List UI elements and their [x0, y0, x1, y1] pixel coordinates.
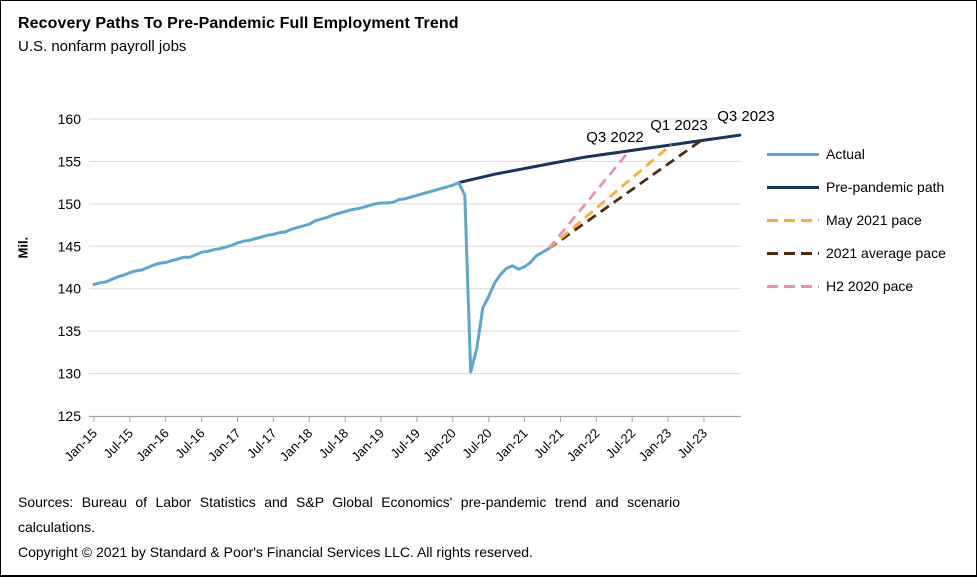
legend-item-2021-average-pace: 2021 average pace — [767, 243, 946, 263]
y-tick-label: 145 — [58, 238, 82, 254]
legend-swatch-pre-pandemic-path — [767, 185, 819, 189]
y-tick-label: 135 — [58, 323, 82, 339]
footer: Sources: Bureau of Labor Statistics and … — [18, 490, 680, 565]
y-tick-label: 155 — [58, 153, 82, 169]
x-tick-label: Jan-15 — [61, 426, 100, 465]
legend-label: May 2021 pace — [826, 212, 922, 228]
x-tick-label: Jul-23 — [674, 426, 710, 462]
legend-item-may-2021-pace: May 2021 pace — [767, 210, 946, 230]
legend-label: 2021 average pace — [826, 245, 946, 261]
x-tick-label: Jan-19 — [348, 426, 387, 465]
legend-label: Actual — [826, 146, 865, 162]
x-tick-label: Jul-17 — [244, 426, 280, 462]
legend-swatch-actual — [767, 152, 819, 156]
legend-item-actual: Actual — [767, 144, 946, 164]
series-line-actual — [92, 181, 550, 374]
x-tick-label: Jan-18 — [277, 426, 316, 465]
series-line-may-2021-pace — [547, 143, 672, 250]
legend-item-h2-2020-pace: H2 2020 pace — [767, 276, 946, 296]
y-tick-label: 130 — [58, 366, 82, 382]
x-tick-label: Jul-16 — [172, 426, 208, 462]
sources-note: Sources: Bureau of Labor Statistics and … — [18, 494, 680, 535]
annotation-q3-2023: Q3 2023 — [717, 108, 775, 125]
x-tick-label: Jan-21 — [492, 426, 531, 465]
x-tick-label: Jan-16 — [133, 426, 172, 465]
x-tick-label: Jul-21 — [531, 426, 567, 462]
x-tick-label: Jul-20 — [459, 426, 495, 462]
legend-label: H2 2020 pace — [826, 278, 914, 294]
y-tick-label: 160 — [58, 111, 82, 127]
copyright-note: Copyright © 2021 by Standard & Poor's Fi… — [18, 544, 533, 560]
annotation-q3-2022: Q3 2022 — [586, 129, 644, 146]
x-tick-label: Jul-19 — [387, 426, 423, 462]
legend-item-pre-pandemic-path: Pre-pandemic path — [767, 177, 946, 197]
x-tick-label: Jan-23 — [635, 426, 674, 465]
series-line-h2-2020-pace — [547, 149, 631, 250]
legend-label: Pre-pandemic path — [826, 179, 945, 195]
x-tick-label: Jan-20 — [420, 426, 459, 465]
legend-swatch-may-2021-pace — [767, 218, 819, 222]
x-tick-label: Jan-17 — [205, 426, 244, 465]
legend-swatch-h2-2020-pace — [767, 284, 819, 288]
annotation-q1-2023: Q1 2023 — [650, 117, 708, 134]
x-tick-label: Jul-18 — [316, 426, 352, 462]
x-tick-label: Jul-22 — [603, 426, 639, 462]
legend-swatch-2021-average-pace — [767, 251, 819, 255]
chart-title: Recovery Paths To Pre-Pandemic Full Empl… — [18, 15, 459, 32]
y-tick-label: 140 — [58, 281, 82, 297]
x-tick-label: Jan-22 — [564, 426, 603, 465]
y-tick-label: 150 — [58, 196, 82, 212]
legend: Actual Pre-pandemic path May 2021 pace 2… — [767, 144, 946, 309]
x-tick-label: Jul-15 — [100, 426, 136, 462]
chart-subtitle: U.S. nonfarm payroll jobs — [18, 38, 187, 55]
y-tick-label: 125 — [58, 408, 82, 424]
